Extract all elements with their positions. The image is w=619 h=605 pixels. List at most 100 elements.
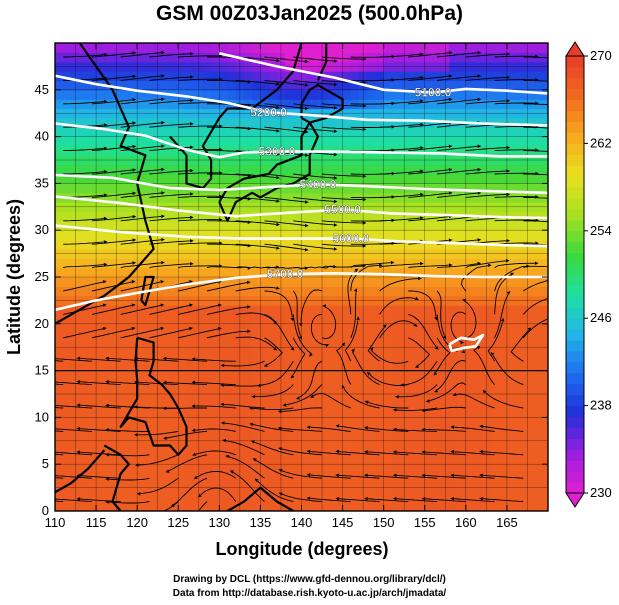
temperature-cell (128, 220, 138, 231)
temperature-cell (227, 43, 237, 53)
temperature-cell (79, 417, 89, 428)
temperature-cell (432, 408, 442, 418)
temperature-cell (87, 89, 97, 100)
streamline-arrow (379, 263, 383, 268)
temperature-cell (170, 482, 179, 493)
streamline-arrow (220, 383, 224, 387)
temperature-cell (293, 89, 303, 100)
streamline-arrow (48, 497, 52, 501)
temperature-cell (342, 482, 352, 493)
temperature-cell (243, 80, 253, 91)
temperature-cell (416, 398, 426, 409)
temperature-cell (482, 323, 492, 334)
temperature-cell (219, 127, 229, 138)
temperature-cell (523, 220, 533, 231)
temperature-cell (260, 305, 270, 316)
temperature-cell (219, 71, 229, 82)
temperature-cell (87, 464, 97, 475)
streamline-arrow (160, 326, 165, 331)
temperature-cell (449, 473, 459, 484)
temperature-cell (55, 389, 64, 400)
temperature-cell (375, 277, 385, 287)
temperature-cell (531, 408, 541, 418)
temperature-cell (202, 230, 212, 241)
temperature-cell (120, 361, 130, 372)
temperature-cell (211, 342, 220, 353)
streamline-arrow (364, 450, 368, 454)
temperature-cell (79, 127, 89, 138)
temperature-cell (515, 305, 524, 316)
temperature-cell (424, 117, 434, 128)
temperature-cell (539, 408, 548, 418)
temperature-cell (202, 295, 212, 306)
temperature-cell (161, 389, 171, 400)
temperature-cell (252, 417, 262, 428)
temperature-cell (104, 426, 114, 437)
temperature-cell (96, 379, 105, 390)
temperature-cell (285, 99, 294, 110)
temperature-cell (441, 211, 450, 222)
streamline-arrow (220, 402, 224, 406)
temperature-cell (219, 482, 229, 493)
temperature-cell (309, 398, 319, 409)
temperature-cell (498, 71, 508, 82)
temperature-cell (383, 127, 393, 138)
temperature-cell (293, 174, 303, 184)
temperature-cell (400, 445, 409, 456)
temperature-cell (367, 351, 377, 362)
temperature-cell (424, 333, 434, 344)
temperature-cell (137, 398, 146, 409)
temperature-cell (170, 473, 179, 484)
temperature-cell (153, 155, 163, 166)
temperature-cell (268, 230, 278, 241)
temperature-cell (63, 426, 73, 437)
temperature-cell (120, 492, 130, 503)
temperature-cell (301, 473, 311, 484)
temperature-cell (79, 52, 89, 63)
temperature-cell (367, 408, 377, 418)
streamline-arrow (306, 496, 311, 500)
temperature-cell (474, 492, 483, 503)
temperature-cell (326, 239, 335, 250)
streamline (225, 440, 265, 456)
temperature-cell (276, 89, 286, 100)
streamline (55, 383, 64, 386)
temperature-cell (441, 445, 450, 456)
temperature-cell (350, 379, 360, 390)
temperature-cell (161, 417, 171, 428)
temperature-cell (383, 267, 393, 278)
temperature-cell (317, 492, 327, 503)
temperature-cell (128, 80, 138, 91)
temperature-cell (202, 80, 212, 91)
temperature-cell (317, 351, 327, 362)
temperature-cell (367, 164, 377, 175)
temperature-cell (490, 286, 500, 297)
temperature-cell (87, 389, 97, 400)
temperature-cell (63, 164, 73, 175)
temperature-cell (202, 351, 212, 362)
streamline-arrow (276, 222, 280, 227)
temperature-cell (79, 211, 89, 222)
temperature-cell (449, 145, 459, 156)
temperature-cell (301, 370, 311, 381)
temperature-cell (186, 464, 196, 475)
streamline (339, 425, 380, 432)
streamline-arrow (165, 469, 170, 473)
temperature-cell (96, 333, 105, 344)
temperature-cell (227, 314, 237, 325)
temperature-cell (375, 482, 385, 493)
temperature-cell (474, 473, 483, 484)
streamline-arrow (448, 191, 453, 195)
temperature-cell (334, 473, 344, 484)
temperature-cell (243, 220, 253, 231)
temperature-cell (474, 464, 483, 475)
temperature-cell (194, 314, 204, 325)
streamline (453, 474, 495, 479)
temperature-cell (375, 267, 385, 278)
temperature-cell (137, 473, 146, 484)
temperature-cell (252, 230, 262, 241)
temperature-cell (276, 445, 286, 456)
temperature-cell (342, 155, 352, 166)
contour-line (219, 52, 548, 95)
temperature-cell (202, 248, 212, 259)
